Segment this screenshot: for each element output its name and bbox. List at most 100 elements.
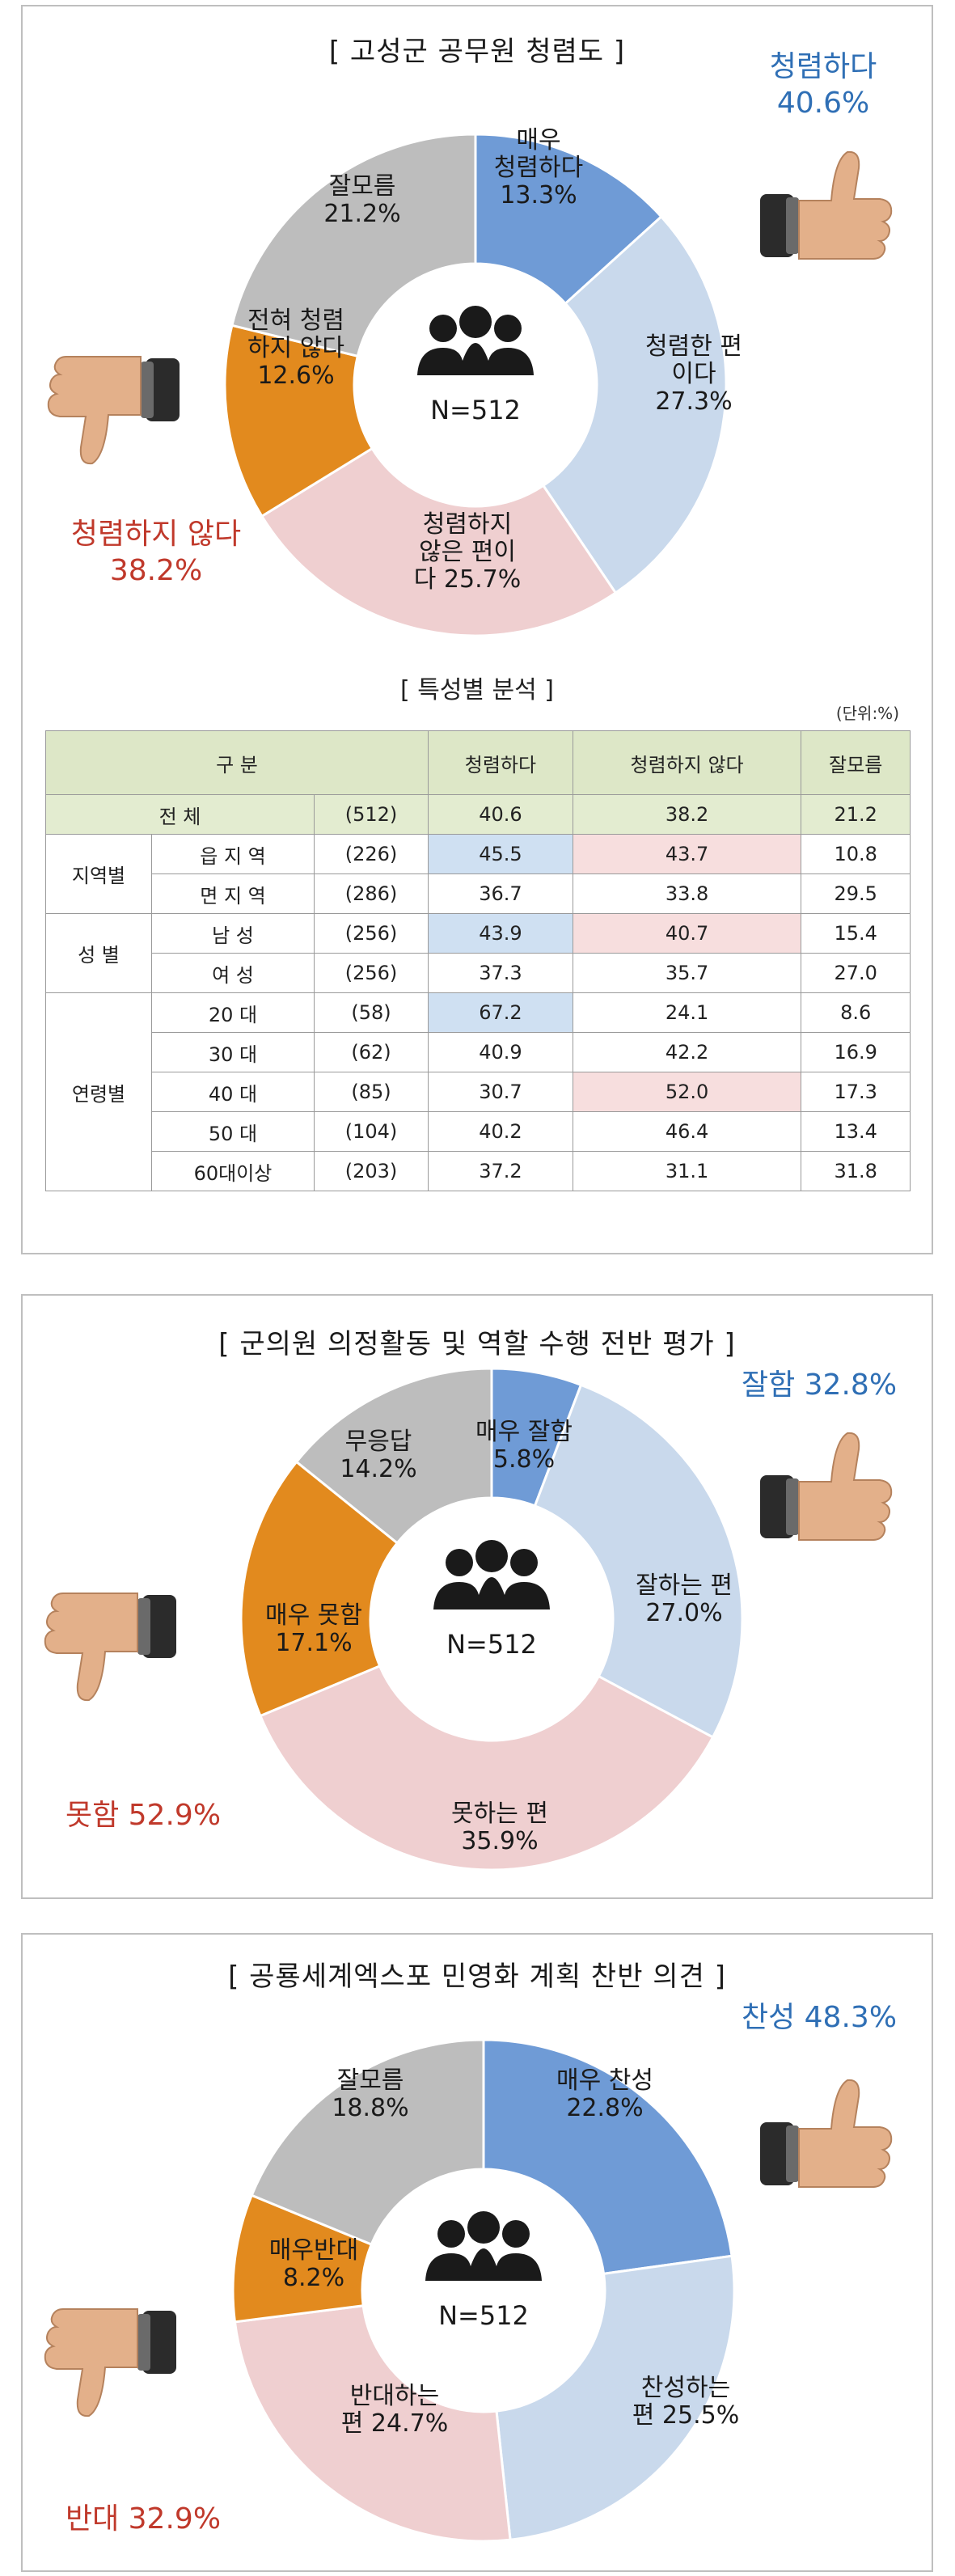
table-cell: 30.7: [428, 1072, 573, 1112]
people-icon: [417, 306, 534, 375]
column-header: 잘모름: [801, 730, 911, 795]
sample-count: (62): [314, 1032, 429, 1072]
table-cell: 13.4: [801, 1111, 911, 1152]
donut-slice: [223, 324, 374, 518]
row-label: 전 체: [45, 794, 315, 835]
table-cell: 67.2: [428, 992, 573, 1033]
table-cell: 43.7: [572, 834, 802, 874]
table-unit: (단위:%): [835, 704, 899, 723]
donut-slice: [230, 133, 477, 358]
column-header: 구 분: [45, 730, 429, 795]
sample-count: (58): [314, 992, 429, 1033]
council-donut-chart: 매우 잘함 5.8% 잘하는 편 27.0% 못하는 편 35.9% 매우 못함 17.1% 무…: [44, 1367, 893, 1872]
row-label: 30 대: [151, 1032, 315, 1072]
positive-summary-label: 찬성: [741, 2001, 796, 2034]
negative-summary: 못함 52.9%: [42, 1797, 244, 1834]
thumbs-up-icon: [760, 150, 893, 260]
negative-summary-value: 32.9%: [128, 2502, 222, 2536]
donut-slice: [482, 2038, 733, 2276]
table-cell: 45.5: [428, 834, 573, 874]
table-cell: 16.9: [801, 1032, 911, 1072]
donut-slice: [259, 1664, 715, 1872]
row-label: 남 성: [151, 913, 315, 954]
positive-summary-value: 40.6%: [776, 87, 870, 120]
row-label: 50 대: [151, 1111, 315, 1152]
table-cell: 42.2: [572, 1032, 802, 1072]
negative-summary-label: 못함: [65, 1799, 120, 1832]
positive-summary: 잘함 32.8%: [718, 1367, 920, 1403]
column-header: 청렴하지 않다: [572, 730, 802, 795]
people-icon: [433, 1540, 550, 1609]
integrity-title: [ 고성군 공무원 청렴도 ]: [328, 36, 626, 68]
donut-slice: [533, 1383, 744, 1739]
table-cell: 17.3: [801, 1072, 911, 1112]
thumbs-up-icon: [760, 1432, 893, 1541]
thumbs-down-icon: [44, 1593, 176, 1702]
negative-summary: 반대 32.9%: [42, 2501, 244, 2537]
integrity-donut-chart: 매우 청렴하다 13.3% 청렴한 편 이다 27.3% 청렴하지 않은 편이 다 25.7% 전…: [47, 126, 893, 637]
table-cell: 31.1: [572, 1151, 802, 1191]
positive-summary: 청렴하다 40.6%: [734, 49, 912, 121]
slice-label: 매우 못함 17.1%: [265, 1601, 362, 1657]
group-label: 지역별: [45, 834, 152, 914]
expo-donut-chart: 매우 찬성 22.8% 찬성하는 편 25.5% 반대하는 편 24.7% 매우반대 8.2%…: [44, 2038, 893, 2543]
slice-label: 못하는 편 35.9%: [451, 1800, 548, 1855]
table-total-row: 전 체 (512) 40.6 38.2 21.2: [45, 794, 911, 835]
table-row: 60대이상 (203) 37.2 31.1 31.8: [46, 1151, 911, 1191]
donut-slice: [239, 1460, 399, 1718]
table-cell: 46.4: [572, 1111, 802, 1152]
donut-slice: [541, 214, 728, 595]
table-row: 면 지 역 (286) 36.7 33.8 29.5: [46, 873, 911, 914]
sample-count: (286): [314, 873, 429, 914]
donut-slice: [233, 2304, 512, 2543]
slice-label: 반대하는 편 24.7%: [341, 2382, 448, 2438]
table-row: 연령별 20 대 (58) 67.2 24.1 8.6: [45, 992, 911, 1191]
table-cell: 40.9: [428, 1032, 573, 1072]
table-cell: 36.7: [428, 873, 573, 914]
table-cell: 40.6: [428, 794, 573, 835]
table-cell: 40.7: [572, 913, 802, 954]
table-row: 지역별 읍 지 역 (226) 45.5 43.7 10.8: [45, 834, 911, 914]
table-cell: 52.0: [572, 1072, 802, 1112]
integrity-panel: [ 고성군 공무원 청렴도 ] 매우 청렴하다 13.3% 청렴한 편 이다 27.3% 청…: [21, 5, 933, 1254]
thumbs-down-icon: [47, 356, 180, 465]
table-title: [ 특성별 분석 ]: [399, 676, 555, 704]
council-panel: [ 군의원 의정활동 및 역할 수행 전반 평가 ] 매우 잘함 5.8% 잘하는 …: [21, 1294, 933, 1899]
table-cell: 29.5: [801, 873, 911, 914]
row-label: 읍 지 역: [151, 834, 315, 874]
slice-label: 찬성하는 편 25.5%: [632, 2374, 739, 2430]
sample-size-label: N=512: [430, 395, 521, 425]
donut-slice: [495, 2254, 736, 2541]
negative-summary-value: 52.9%: [128, 1799, 222, 1832]
sample-size-label: N=512: [438, 2300, 529, 2331]
sample-count: (85): [314, 1072, 429, 1112]
sample-count: (256): [314, 913, 429, 954]
slice-label: 매우 찬성 22.8%: [556, 2066, 653, 2122]
negative-summary-label: 반대: [65, 2502, 120, 2536]
negative-summary: 청렴하지 않다 38.2%: [39, 516, 273, 589]
column-header: 청렴하다: [428, 730, 573, 795]
group-label: 연령별: [45, 992, 152, 1191]
slice-label: 전혀 청렴 하지 않다 12.6%: [247, 307, 344, 390]
sample-count: (203): [314, 1151, 429, 1191]
table-header-row: 구 분 청렴하다 청렴하지 않다 잘모름: [45, 730, 911, 795]
negative-summary-label: 청렴하지 않다: [70, 518, 242, 551]
table-cell: 24.1: [572, 992, 802, 1033]
table-cell: 43.9: [428, 913, 573, 954]
slice-label: 잘하는 편 27.0%: [636, 1571, 733, 1627]
slice-label: 매우 청렴하다 13.3%: [494, 126, 583, 209]
table-cell: 37.3: [428, 953, 573, 993]
positive-summary: 찬성 48.3%: [718, 1999, 920, 2036]
slice-label: 무응답 14.2%: [340, 1428, 416, 1483]
row-label: 40 대: [151, 1072, 315, 1112]
characteristics-table: 구 분 청렴하다 청렴하지 않다 잘모름 전 체 (512) 40.6 38.2 21.2 지역별…: [45, 730, 911, 1191]
row-label: 60대이상: [151, 1151, 315, 1191]
table-row: 30 대 (62) 40.9 42.2 16.9: [46, 1032, 911, 1072]
table-cell: 21.2: [801, 794, 911, 835]
table-row: 40 대 (85) 30.7 52.0 17.3: [46, 1072, 911, 1112]
donut-slice: [250, 2038, 485, 2246]
sample-count: (104): [314, 1111, 429, 1152]
table-cell: 40.2: [428, 1111, 573, 1152]
table-row: 50 대 (104) 40.2 46.4 13.4: [46, 1111, 911, 1152]
